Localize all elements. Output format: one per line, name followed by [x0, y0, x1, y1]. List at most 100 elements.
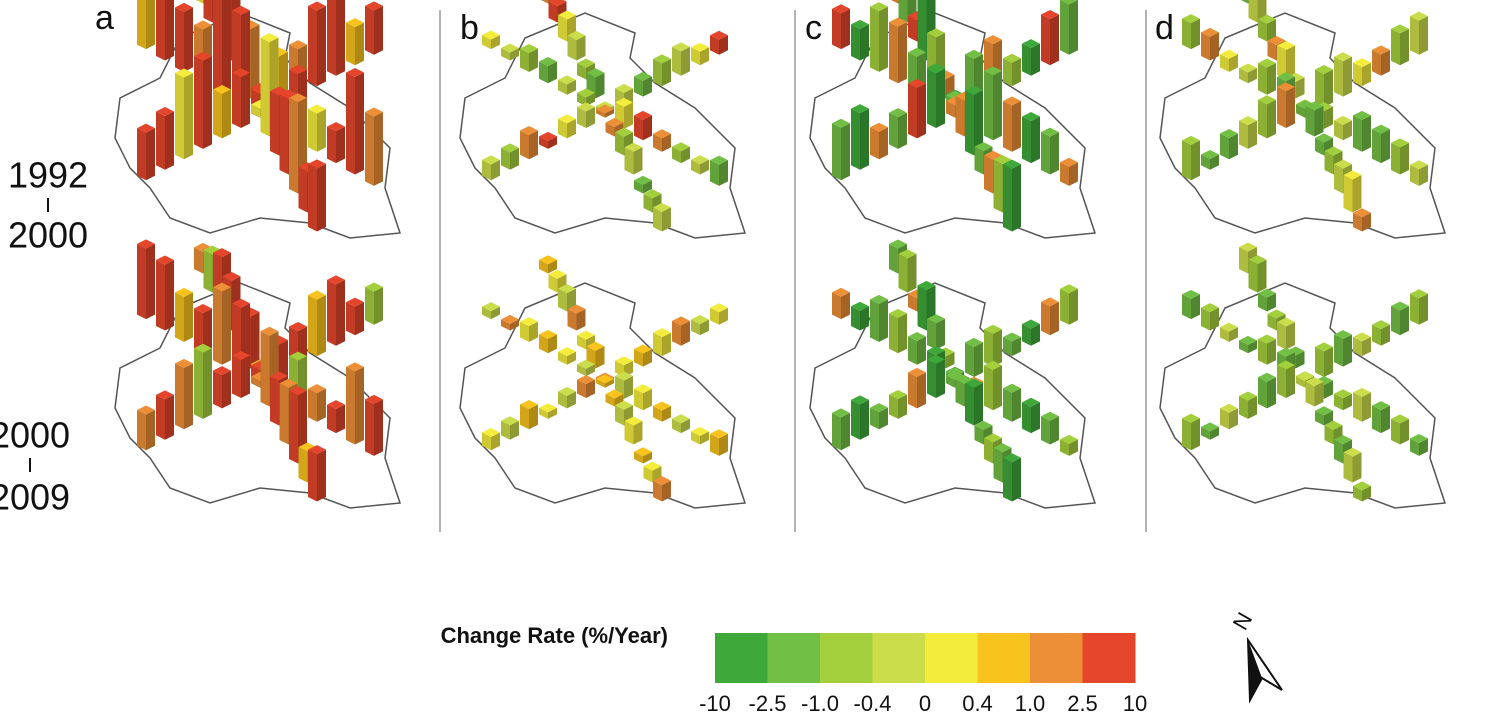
bar-front: [137, 243, 146, 320]
bar-top: [1239, 391, 1257, 401]
bar-top: [1277, 40, 1295, 50]
bar-front: [558, 14, 567, 42]
bar-front: [1258, 99, 1267, 139]
bar-front: [539, 61, 548, 84]
bar-side: [355, 22, 364, 66]
bar-front: [1201, 32, 1210, 61]
bar-top: [539, 403, 557, 413]
bar-top: [672, 142, 690, 152]
bar-top: [194, 343, 212, 353]
bar-side: [719, 35, 728, 55]
bar-front: [1277, 86, 1286, 128]
bar-top: [365, 1, 383, 11]
bar-side: [1286, 365, 1295, 398]
bar-top: [1277, 72, 1295, 82]
bar-side: [548, 334, 557, 354]
bar-top: [548, 269, 567, 279]
bar-front: [691, 319, 700, 336]
bar-side: [1267, 377, 1276, 409]
bar-side: [643, 348, 652, 367]
bar-top: [213, 85, 231, 94]
bar-top: [634, 175, 652, 185]
bar-front: [643, 193, 653, 213]
bar-front: [634, 180, 643, 194]
bar-side: [1381, 324, 1390, 346]
bar-front: [251, 104, 260, 118]
bar-front: [596, 109, 605, 118]
bar-top: [965, 378, 983, 388]
row-end: 2000: [8, 215, 88, 256]
bar-top: [213, 366, 231, 376]
bar-side: [586, 364, 595, 377]
bar-front: [1353, 392, 1362, 422]
bar-front: [870, 407, 879, 430]
bar-front: [917, 0, 927, 61]
bar-top: [984, 35, 1002, 45]
bar-front: [908, 15, 917, 42]
bar-front: [156, 394, 165, 440]
legend-swatch: [715, 633, 768, 683]
bar-top: [501, 43, 519, 53]
bar-top: [1353, 110, 1371, 120]
bar-top: [1334, 52, 1352, 62]
bar-front: [1343, 174, 1353, 213]
bar-front: [1410, 438, 1419, 456]
bar-top: [577, 58, 595, 68]
bar-top: [653, 202, 671, 212]
bar-side: [1343, 56, 1352, 97]
bar-top: [1391, 138, 1409, 148]
bar-side: [1295, 77, 1305, 99]
bar-side: [1343, 393, 1352, 411]
bar-front: [1060, 162, 1069, 186]
bar-front: [567, 308, 577, 331]
bar-front: [327, 279, 336, 346]
bar-front: [1258, 19, 1267, 42]
bar-front: [298, 447, 308, 483]
bar-top: [577, 330, 595, 340]
bar-side: [1050, 14, 1059, 66]
bar-top: [927, 346, 945, 355]
bar-side: [700, 159, 709, 175]
bar-side: [1362, 392, 1371, 422]
bar-side: [491, 35, 500, 50]
bar-top: [889, 390, 907, 400]
bar-front: [1353, 485, 1362, 502]
bar-top: [1277, 347, 1295, 357]
bar-front: [279, 383, 289, 445]
bar-top: [270, 371, 288, 381]
bar-side: [1295, 351, 1305, 369]
bar-side: [917, 83, 926, 139]
bar-side: [993, 329, 1002, 367]
bar-top: [308, 445, 326, 455]
bar-side: [643, 451, 652, 464]
bar-front: [889, 394, 898, 419]
bar-front: [672, 418, 681, 434]
bar-top: [1277, 317, 1295, 327]
legend-tick: -0.4: [854, 691, 892, 716]
bar-front: [851, 108, 860, 170]
bar-side: [974, 90, 983, 156]
bar-top: [1334, 389, 1352, 399]
bar-top: [577, 102, 595, 112]
bar-top: [1315, 65, 1333, 75]
bar-side: [1050, 416, 1059, 445]
bar-side: [146, 128, 155, 181]
bar-front: [213, 370, 222, 409]
bar-front: [1296, 376, 1305, 388]
bar-side: [841, 8, 850, 50]
bar-top: [1258, 14, 1276, 24]
bar-side: [662, 58, 671, 87]
bar-front: [558, 288, 567, 312]
bar-side: [222, 287, 231, 365]
bar-front: [946, 375, 955, 388]
bar-side: [250, 24, 260, 99]
bar-front: [634, 451, 643, 464]
bar-front: [1343, 452, 1353, 483]
bar-side: [184, 363, 193, 430]
bar-front: [832, 292, 841, 320]
bar-side: [879, 407, 888, 430]
bar-side: [1191, 18, 1200, 50]
bar-top: [870, 294, 888, 304]
bar-side: [898, 22, 907, 84]
